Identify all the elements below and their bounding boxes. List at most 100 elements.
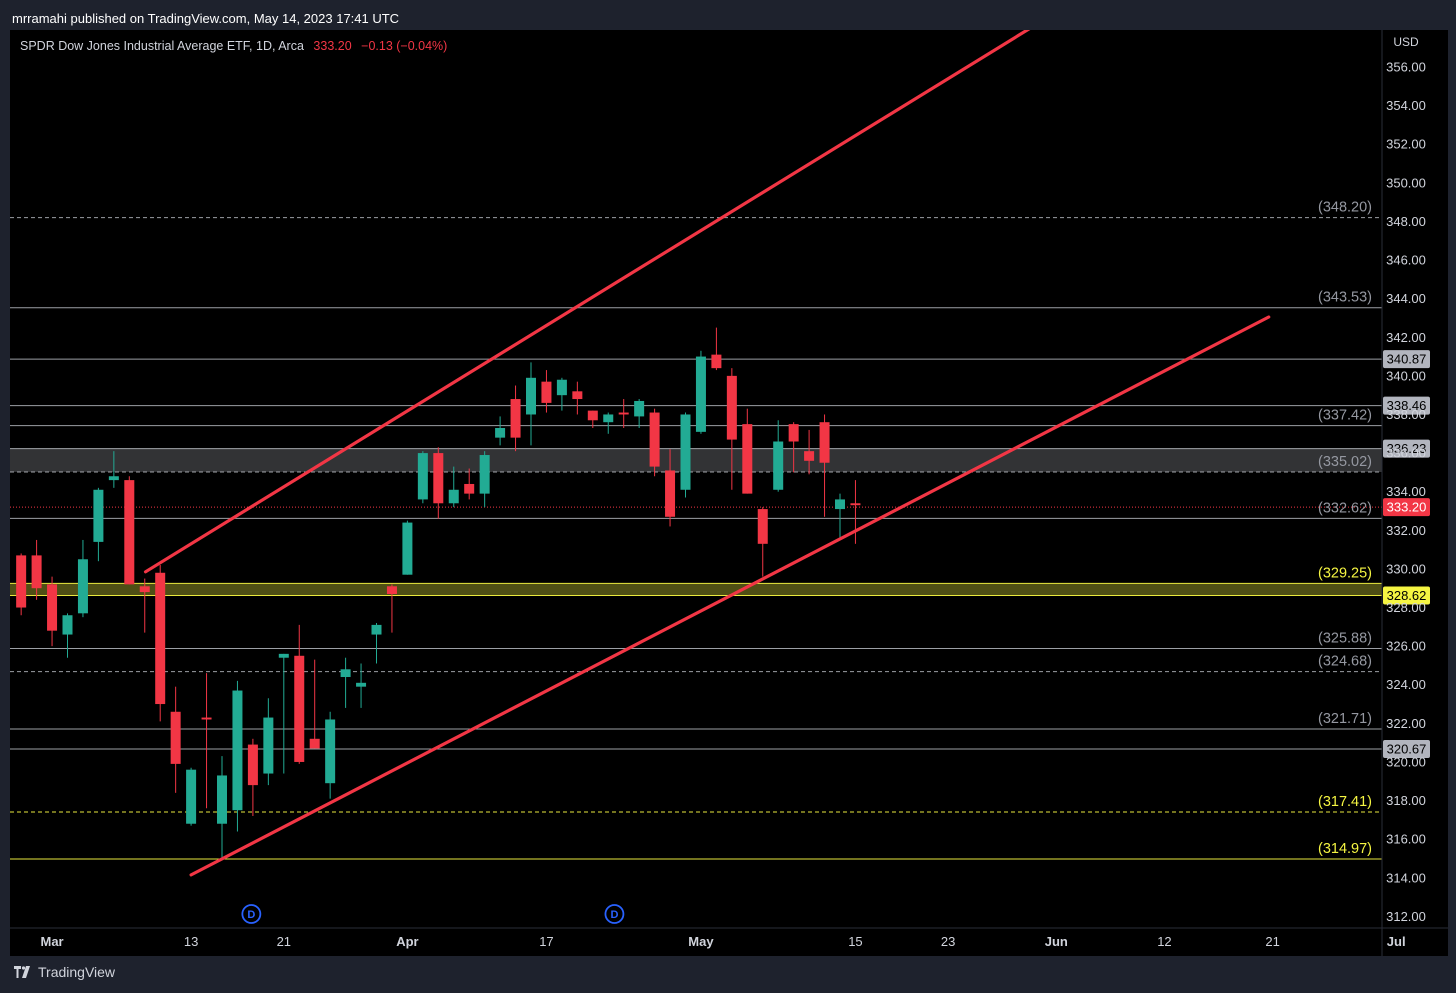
dividend-marker-icon[interactable]: [241, 904, 262, 924]
brand-name: TradingView: [38, 964, 116, 980]
candle-body: [77, 559, 88, 614]
candle[interactable]: [340, 657, 351, 708]
y-tick-label: 314.00: [1386, 870, 1426, 885]
y-tick-label: 322.00: [1386, 716, 1426, 731]
candle[interactable]: [726, 368, 737, 490]
last-price-value: 333.20: [313, 39, 352, 53]
candle-body: [433, 453, 444, 504]
candle[interactable]: [386, 584, 397, 633]
candle[interactable]: [556, 377, 567, 411]
level-label: (314.97): [1318, 841, 1372, 857]
candle[interactable]: [139, 578, 150, 633]
candle[interactable]: [278, 653, 289, 774]
candle[interactable]: [186, 767, 197, 826]
candle[interactable]: [742, 408, 753, 494]
candle[interactable]: [788, 422, 799, 473]
chart-frame[interactable]: D D (348.20) (343.53) 340.87 338.46 (337.42) 3…: [10, 30, 1448, 956]
candle[interactable]: [433, 447, 444, 519]
x-tick-label: 13: [184, 934, 198, 949]
candle-body: [495, 427, 506, 438]
candle[interactable]: [510, 385, 521, 452]
candle[interactable]: [680, 412, 691, 498]
candle[interactable]: [448, 466, 459, 508]
channel-trendline[interactable]: [143, 30, 1132, 574]
candle[interactable]: [526, 362, 536, 446]
candle[interactable]: [618, 399, 629, 428]
currency-label: USD: [1393, 35, 1419, 49]
candle[interactable]: [804, 429, 815, 475]
candle[interactable]: [124, 476, 135, 585]
x-tick-label: Jun: [1045, 934, 1068, 949]
candle-body: [155, 572, 166, 705]
candle[interactable]: [201, 673, 212, 809]
candle[interactable]: [402, 520, 413, 575]
last-price-badge-label: 333.20: [1387, 500, 1427, 515]
candle[interactable]: [247, 738, 258, 817]
level-label: (325.88): [1318, 630, 1372, 646]
candle-body: [124, 480, 135, 585]
candle-body: [649, 412, 660, 467]
candle[interactable]: [16, 553, 27, 616]
y-tick-label: 316.00: [1386, 832, 1426, 847]
y-tick-label: 334.00: [1386, 484, 1426, 499]
candle[interactable]: [819, 414, 830, 517]
candle[interactable]: [835, 493, 845, 539]
candle-body: [695, 356, 706, 432]
candle[interactable]: [371, 622, 382, 664]
dividend-marker-icon[interactable]: [604, 904, 625, 924]
candle[interactable]: [155, 565, 166, 722]
candle[interactable]: [232, 680, 243, 832]
candle-body: [464, 483, 475, 494]
level-badge: [1383, 350, 1430, 369]
candle-body: [665, 470, 676, 517]
candle[interactable]: [294, 624, 305, 764]
candle[interactable]: [31, 539, 42, 600]
candle[interactable]: [773, 420, 784, 492]
candle[interactable]: [649, 408, 660, 477]
candle[interactable]: [77, 539, 88, 618]
candle[interactable]: [695, 350, 706, 434]
footer-brand[interactable]: TradingView: [14, 964, 115, 980]
candle[interactable]: [572, 381, 583, 415]
candlestick-chart[interactable]: D D (348.20) (343.53) 340.87 338.46 (337.42) 3…: [10, 30, 1448, 956]
candle[interactable]: [603, 412, 614, 434]
candle[interactable]: [108, 451, 119, 488]
y-tick-label: 352.00: [1386, 137, 1426, 152]
candle[interactable]: [757, 507, 768, 577]
candle[interactable]: [479, 451, 490, 508]
candle-body: [386, 586, 397, 595]
candle[interactable]: [587, 410, 598, 428]
candle[interactable]: [325, 711, 336, 799]
y-tick-label: 346.00: [1386, 253, 1426, 268]
level-zone: [10, 583, 1382, 596]
candle[interactable]: [309, 659, 320, 749]
candle[interactable]: [665, 449, 676, 527]
candle[interactable]: [634, 399, 645, 428]
candle[interactable]: [417, 451, 428, 504]
candle[interactable]: [170, 686, 181, 793]
candle[interactable]: [356, 663, 367, 708]
candle[interactable]: [47, 576, 58, 647]
candle[interactable]: [263, 698, 274, 786]
candle-body: [742, 424, 753, 494]
candle[interactable]: [93, 487, 104, 562]
candle[interactable]: [62, 613, 73, 658]
candle-body: [247, 744, 258, 786]
candle[interactable]: [850, 480, 861, 544]
candle[interactable]: [541, 370, 552, 413]
level-label: (329.25): [1318, 565, 1372, 581]
y-tick-label: 350.00: [1386, 175, 1426, 190]
x-tick-label: May: [688, 934, 714, 949]
candle[interactable]: [217, 756, 227, 861]
candle-body: [62, 615, 73, 635]
candle[interactable]: [495, 416, 506, 446]
candle-body: [294, 655, 305, 762]
channel-trendline[interactable]: [189, 315, 1271, 877]
last-price-badge: [1383, 498, 1430, 517]
x-tick-label: Mar: [40, 934, 63, 949]
candle-body: [448, 489, 459, 504]
candle[interactable]: [711, 327, 722, 371]
candle-body: [634, 400, 645, 417]
candle[interactable]: [464, 468, 475, 500]
candle-body: [201, 717, 212, 720]
